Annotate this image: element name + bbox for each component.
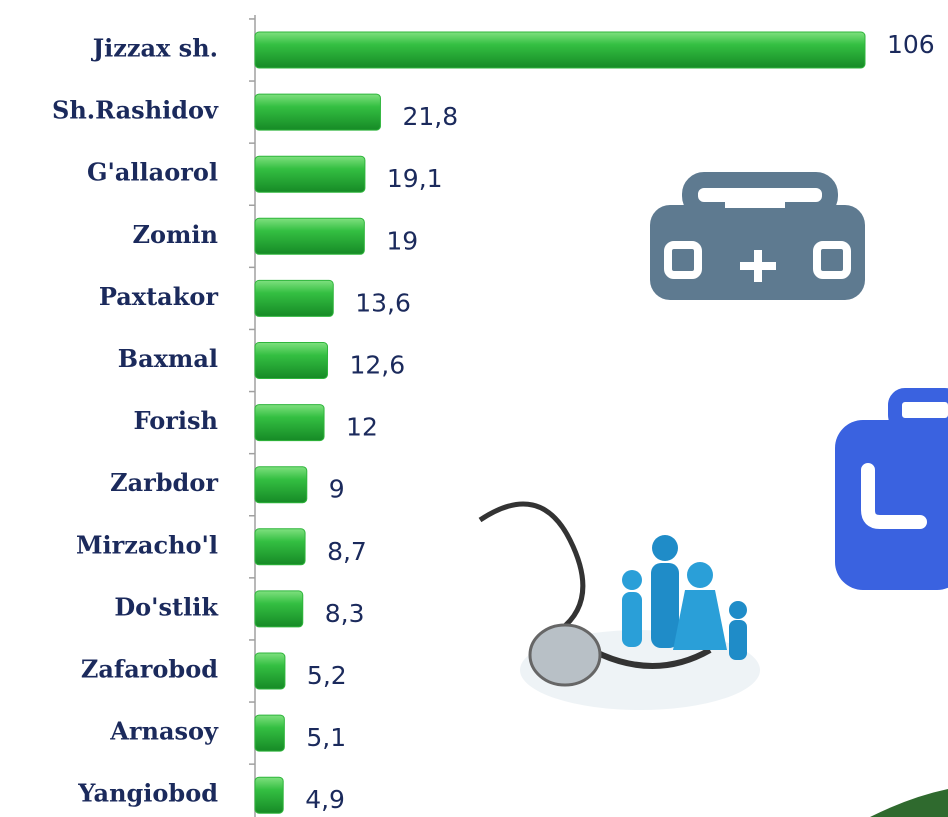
- value-label: 8,7: [327, 537, 367, 566]
- value-label: 12: [346, 413, 378, 442]
- bar: [254, 466, 308, 504]
- category-label: Zarbdor: [110, 468, 218, 497]
- category-label: Arnasoy: [109, 717, 219, 746]
- category-label: Yangiobod: [77, 779, 218, 808]
- bar: [254, 342, 329, 379]
- value-label: 5,2: [307, 661, 347, 690]
- category-label: Baxmal: [118, 344, 218, 373]
- bar: [254, 93, 381, 131]
- category-label: Jizzax sh.: [91, 34, 218, 63]
- value-label: 5,1: [306, 723, 346, 752]
- category-label: Forish: [134, 406, 218, 435]
- medical-kit-icon: [650, 172, 865, 300]
- value-label: 19,1: [387, 164, 443, 193]
- category-label: Sh.Rashidov: [52, 96, 219, 125]
- bar: [254, 404, 325, 442]
- category-label: Mirzacho'l: [76, 530, 218, 559]
- stethoscope-family-icon: [478, 501, 760, 710]
- bar: [254, 155, 366, 193]
- value-label: 9: [329, 475, 345, 504]
- category-label: G'allaorol: [87, 158, 218, 187]
- bar: [254, 652, 286, 690]
- category-label: Do'stlik: [114, 592, 219, 621]
- value-label: 8,3: [325, 599, 365, 628]
- bar: [254, 528, 306, 566]
- value-label: 12,6: [350, 351, 406, 380]
- value-label: 106: [887, 30, 935, 59]
- value-label: 4,9: [305, 785, 345, 814]
- bar: [254, 279, 334, 317]
- corner-decoration: [870, 789, 948, 817]
- bar: [254, 217, 365, 255]
- bar: [254, 590, 304, 628]
- value-label: 13,6: [355, 288, 411, 317]
- category-label: Paxtakor: [99, 282, 219, 311]
- bar: [254, 776, 284, 814]
- bar: [254, 714, 285, 752]
- category-label: Zomin: [133, 220, 219, 249]
- value-label: 19: [386, 226, 418, 255]
- bag-icon: [835, 388, 948, 590]
- bar: [254, 31, 866, 69]
- category-label: Zafarobod: [81, 655, 218, 684]
- value-label: 21,8: [402, 102, 458, 131]
